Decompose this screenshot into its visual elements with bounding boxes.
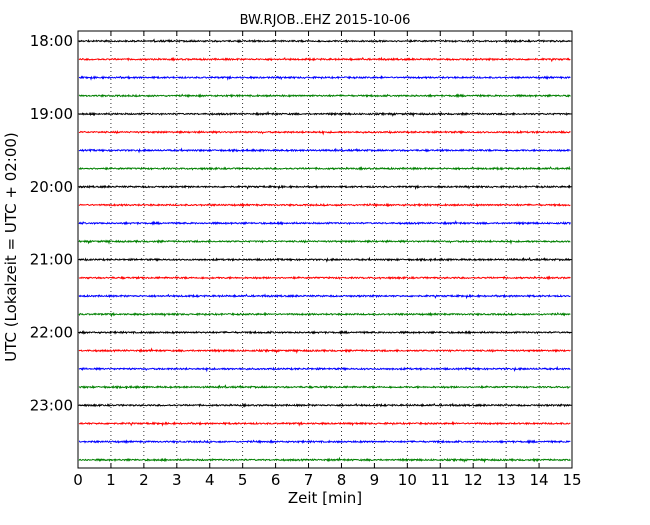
x-tick-label: 15: [562, 471, 581, 489]
x-tick-label: 2: [139, 471, 149, 489]
tick-marks: 0 1 2 3 4 5 6 7 8 9 10 11 12 13 14 1518:0019:0020:0021:…: [30, 31, 582, 489]
waveform-trace: [78, 329, 571, 335]
plot-frame: [77, 30, 573, 469]
waveform-trace: [78, 56, 571, 63]
waveform-trace: [78, 275, 571, 281]
waveform-trace: [78, 165, 571, 171]
x-tick-label: 14: [530, 471, 549, 489]
waveform-trace: [78, 75, 571, 81]
x-tick-label: 3: [172, 471, 182, 489]
y-tick-label: 20:00: [30, 178, 73, 196]
waveform-trace: [78, 439, 571, 445]
y-tick-label: 22:00: [30, 323, 73, 341]
waveform-trace: [78, 384, 571, 390]
x-tick-label: 1: [106, 471, 116, 489]
waveform-trace: [78, 38, 571, 44]
waveform-trace: [78, 93, 571, 99]
x-tick-label: 0: [73, 471, 83, 489]
chart-title: BW.RJOB..EHZ 2015-10-06: [240, 13, 411, 28]
waveform-trace: [78, 184, 571, 191]
trace-layer: [78, 38, 571, 464]
waveform-trace: [78, 293, 571, 300]
waveform-trace: [78, 456, 571, 464]
x-tick-label: 9: [370, 471, 380, 489]
x-tick-label: 8: [337, 471, 347, 489]
y-tick-label: 23:00: [30, 396, 73, 414]
waveform-trace: [78, 219, 571, 226]
x-tick-label: 7: [304, 471, 314, 489]
waveform-trace: [78, 129, 571, 136]
y-tick-label: 18:00: [30, 32, 73, 50]
waveform-trace: [78, 311, 571, 318]
x-tick-label: 11: [431, 471, 450, 489]
x-tick-label: 5: [238, 471, 248, 489]
y-axis-label: UTC (Lokalzeit = UTC + 02:00): [2, 132, 20, 362]
waveform-trace: [78, 347, 571, 354]
waveform-trace: [78, 256, 571, 263]
y-tick-label: 19:00: [30, 105, 73, 123]
x-tick-label: 10: [398, 471, 417, 489]
grid-lines: [110, 31, 540, 468]
x-axis-label: Zeit [min]: [288, 489, 362, 507]
waveform-trace: [78, 365, 571, 373]
y-tick-label: 21:00: [30, 251, 73, 269]
x-tick-label: 12: [464, 471, 483, 489]
x-tick-label: 13: [497, 471, 516, 489]
x-tick-label: 4: [205, 471, 215, 489]
x-tick-label: 6: [271, 471, 281, 489]
waveform-trace: [78, 202, 571, 208]
waveform-trace: [78, 239, 571, 245]
waveform-trace: [78, 110, 571, 118]
waveform-trace: [78, 147, 571, 154]
waveform-trace: [78, 402, 571, 408]
waveform-trace: [78, 421, 571, 427]
